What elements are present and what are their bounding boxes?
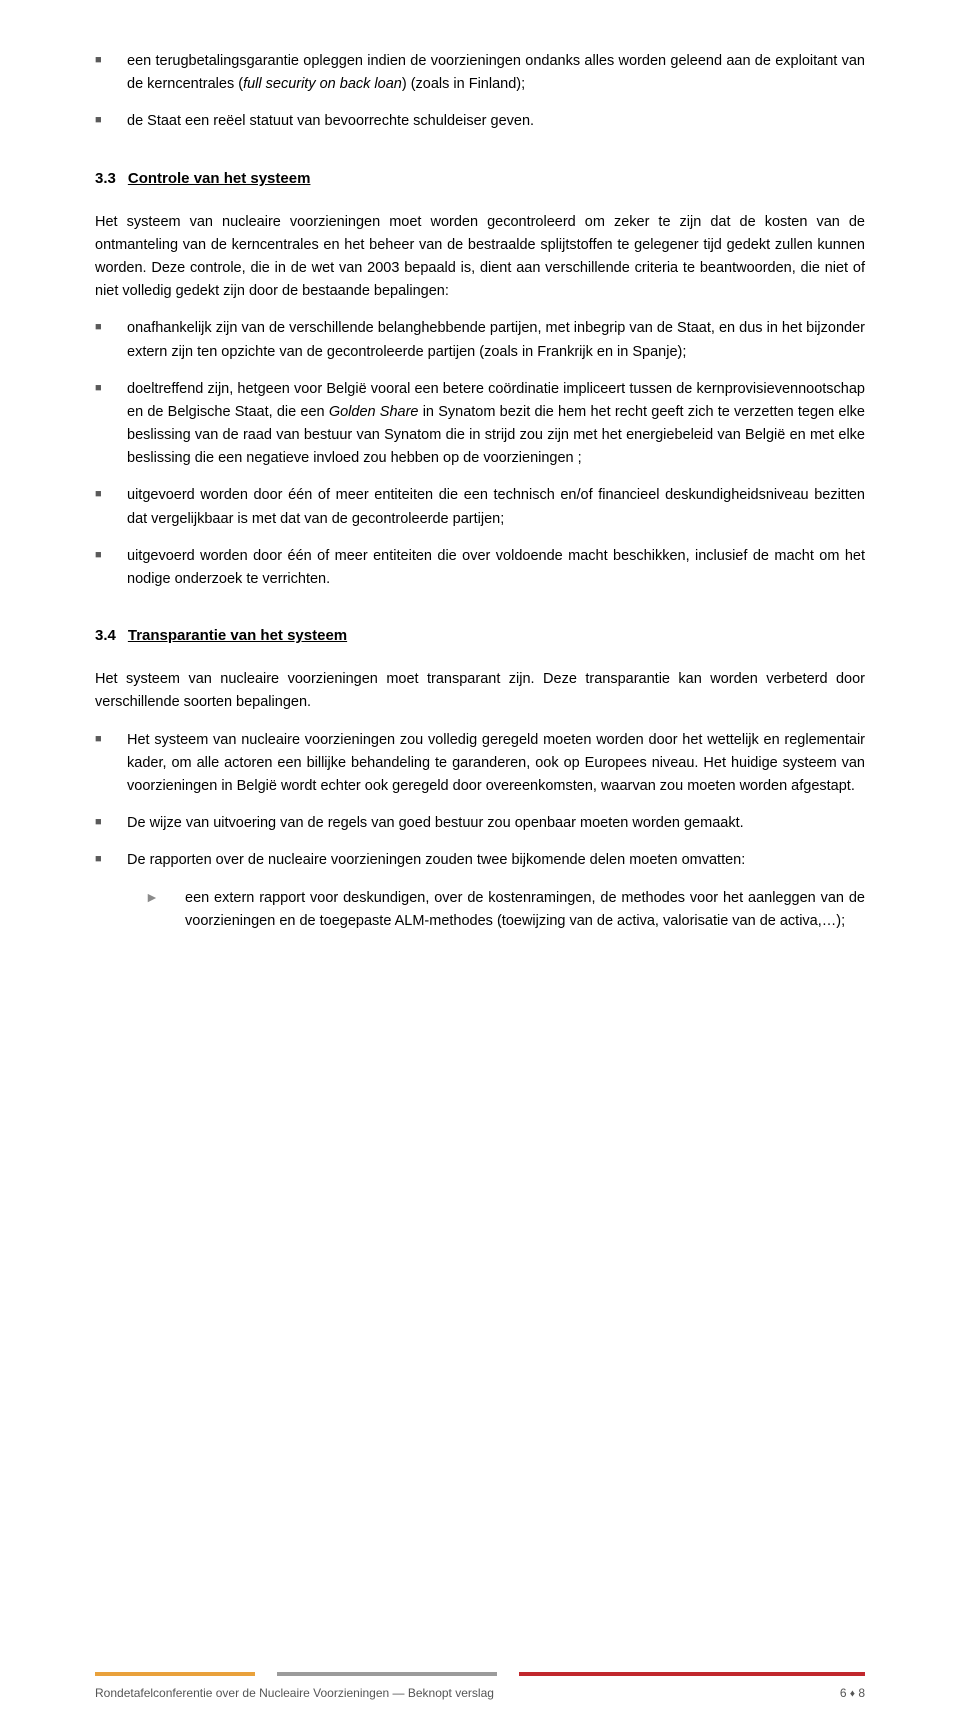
section-heading-33: 3.3 Controle van het systeem [95, 170, 865, 187]
bar-red [519, 1672, 865, 1676]
sub-list-item: ► een extern rapport voor deskundigen, o… [95, 887, 865, 933]
section-heading-34: 3.4 Transparantie van het systeem [95, 627, 865, 644]
footer-text-line: Rondetafelconferentie over de Nucleaire … [95, 1686, 865, 1700]
bullet-square-icon: ■ [95, 729, 127, 799]
section-number: 3.3 [95, 170, 116, 187]
italic-text: full security on back loan [243, 76, 402, 92]
list-item-text: een terugbetalingsgarantie opleggen indi… [127, 50, 865, 96]
list-item-text: doeltreffend zijn, hetgeen voor België v… [127, 378, 865, 471]
page-number-right: 8 [858, 1686, 865, 1700]
bullet-square-icon: ■ [95, 378, 127, 471]
diamond-icon: ♦ [850, 1688, 855, 1699]
bar-gray [277, 1672, 497, 1676]
list-item-text: uitgevoerd worden door één of meer entit… [127, 484, 865, 530]
list-item: ■ Het systeem van nucleaire voorzieninge… [95, 729, 865, 799]
list-item-text: Het systeem van nucleaire voorzieningen … [127, 729, 865, 799]
list-item-text: De wijze van uitvoering van de regels va… [127, 812, 865, 835]
italic-text: Golden Share [329, 404, 419, 420]
list-item: ■ uitgevoerd worden door één of meer ent… [95, 545, 865, 591]
list-item: ■ De wijze van uitvoering van de regels … [95, 812, 865, 835]
list-item-text: een extern rapport voor deskundigen, ove… [185, 887, 865, 933]
footer-title: Rondetafelconferentie over de Nucleaire … [95, 1686, 494, 1700]
list-item: ■ uitgevoerd worden door één of meer ent… [95, 484, 865, 530]
list-item-text: onafhankelijk zijn van de verschillende … [127, 317, 865, 363]
list-item-text: uitgevoerd worden door één of meer entit… [127, 545, 865, 591]
list-item: ■ een terugbetalingsgarantie opleggen in… [95, 50, 865, 96]
bullet-square-icon: ■ [95, 812, 127, 835]
text-fragment: ) (zoals in Finland); [402, 76, 525, 92]
bullet-square-icon: ■ [95, 110, 127, 133]
bullet-square-icon: ■ [95, 50, 127, 96]
section-title: Transparantie van het systeem [128, 627, 347, 644]
bullet-square-icon: ■ [95, 849, 127, 872]
bullet-square-icon: ■ [95, 484, 127, 530]
list-item: ■ de Staat een reëel statuut van bevoorr… [95, 110, 865, 133]
list-item-text: De rapporten over de nucleaire voorzieni… [127, 849, 865, 872]
section-paragraph: Het systeem van nucleaire voorzieningen … [95, 668, 865, 714]
list-item: ■ De rapporten over de nucleaire voorzie… [95, 849, 865, 872]
page-footer: Rondetafelconferentie over de Nucleaire … [0, 1672, 960, 1700]
list-item: ■ doeltreffend zijn, hetgeen voor België… [95, 378, 865, 471]
section-title: Controle van het systeem [128, 170, 311, 187]
footer-page: 6 ♦ 8 [840, 1686, 865, 1700]
bullet-square-icon: ■ [95, 545, 127, 591]
list-item-text: de Staat een reëel statuut van bevoorrec… [127, 110, 865, 133]
bullet-square-icon: ■ [95, 317, 127, 363]
bar-orange [95, 1672, 255, 1676]
list-item: ■ onafhankelijk zijn van de verschillend… [95, 317, 865, 363]
section-number: 3.4 [95, 627, 116, 644]
section-paragraph: Het systeem van nucleaire voorzieningen … [95, 211, 865, 304]
bullet-triangle-icon: ► [145, 887, 185, 933]
page-number-left: 6 [840, 1686, 847, 1700]
footer-decorative-bars [95, 1672, 865, 1676]
